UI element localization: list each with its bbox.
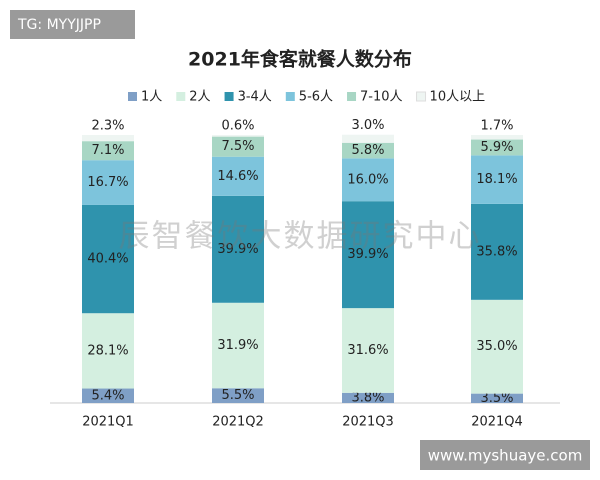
bar-segment [212, 135, 264, 137]
x-tick-label: 2021Q2 [212, 415, 264, 430]
data-label: 31.6% [347, 343, 388, 358]
data-label: 39.9% [347, 247, 388, 262]
x-tick-label: 2021Q3 [342, 415, 394, 430]
data-label: 2.3% [91, 119, 124, 134]
data-label: 35.0% [476, 339, 517, 354]
data-label: 3.8% [351, 390, 384, 405]
legend-label: 10人以上 [430, 90, 486, 105]
legend-label: 3-4人 [238, 90, 272, 105]
bar-segment [471, 135, 523, 140]
x-tick-label: 2021Q4 [471, 415, 523, 430]
data-label: 28.1% [87, 343, 128, 358]
legend-label: 1人 [141, 90, 162, 105]
data-label: 16.7% [87, 175, 128, 190]
bar-segment [82, 141, 134, 161]
data-label: 5.8% [351, 143, 384, 158]
legend-label: 5-6人 [299, 90, 333, 105]
bar-segment [212, 136, 264, 157]
legend-swatch [285, 92, 295, 101]
data-label: 18.1% [476, 172, 517, 187]
watermark: 辰智餐饮大数据研究中心 [119, 219, 482, 255]
legend-swatch [224, 92, 234, 101]
data-label: 1.7% [480, 119, 513, 134]
bar-segment [471, 139, 523, 156]
bar-segment [212, 302, 264, 389]
bar-segment [82, 313, 134, 389]
bar-segment [212, 156, 264, 196]
url-box [420, 440, 590, 470]
bar-segment [471, 203, 523, 300]
bar-segment [342, 308, 394, 393]
bar-segment [82, 204, 134, 314]
data-label: 31.9% [217, 338, 258, 353]
tag-box [10, 10, 135, 39]
data-label: 39.9% [217, 242, 258, 257]
legend-label: 7-10人 [360, 90, 403, 105]
data-label: 35.8% [476, 244, 517, 259]
data-label: 5.4% [91, 388, 124, 403]
data-label: 5.9% [480, 140, 513, 155]
url-text: www.myshuaye.com [428, 447, 583, 465]
data-label: 40.4% [87, 252, 128, 267]
x-tick-label: 2021Q1 [82, 415, 134, 430]
legend-swatch [347, 92, 357, 101]
data-label: 0.6% [221, 119, 254, 134]
data-label: 7.5% [221, 139, 254, 154]
legend-swatch [128, 92, 137, 101]
data-label: 3.0% [351, 118, 384, 133]
data-label: 5.5% [221, 388, 254, 403]
legend-swatch [176, 92, 186, 101]
legend-swatch [416, 91, 427, 102]
data-label: 7.1% [91, 143, 124, 158]
bar-segment [342, 134, 394, 143]
bar-segment [471, 393, 523, 403]
bar-segment [342, 158, 394, 202]
bar-segment [471, 299, 523, 394]
tag-text: TG: MYYJJPP [17, 17, 101, 33]
data-label: 16.0% [347, 172, 388, 187]
legend-label: 2人 [189, 90, 210, 105]
data-label: 3.5% [480, 391, 513, 406]
bar-segment [212, 388, 264, 403]
bar-segment [471, 155, 523, 204]
bar-segment [212, 195, 264, 303]
bar-segment [82, 388, 134, 403]
bar-segment [342, 142, 394, 159]
bar-segment [82, 160, 134, 205]
bar-segment [342, 201, 394, 309]
bar-segment [82, 135, 134, 142]
chart-title: 2021年食客就餐人数分布 [188, 48, 412, 71]
data-label: 14.6% [217, 169, 258, 184]
bar-segment [342, 392, 394, 403]
